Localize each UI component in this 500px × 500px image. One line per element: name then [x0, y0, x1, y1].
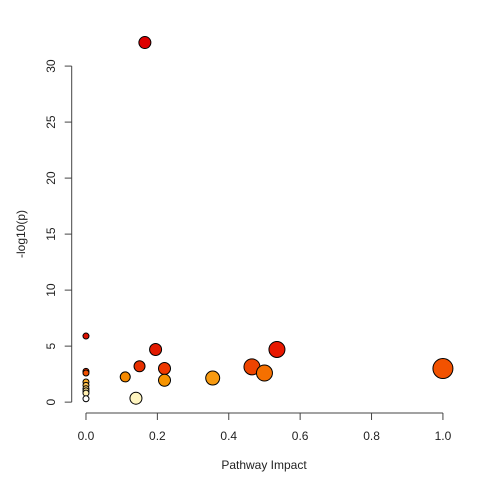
point	[82, 369, 90, 377]
point	[82, 332, 90, 340]
x-tick-label: 0.6	[292, 429, 309, 443]
x-tick-label: 0.4	[220, 429, 237, 443]
point	[129, 391, 143, 405]
y-tick-label: 30	[44, 59, 58, 73]
point	[138, 36, 152, 50]
point	[255, 364, 273, 382]
point	[158, 362, 172, 376]
point	[119, 371, 131, 383]
y-tick-label: 15	[44, 227, 58, 241]
x-tick-label: 0.8	[363, 429, 380, 443]
point	[268, 340, 286, 358]
point	[149, 342, 163, 356]
x-tick-label: 1.0	[435, 429, 452, 443]
point	[205, 370, 221, 386]
y-tick-label: 5	[44, 342, 58, 349]
y-tick-label: 20	[44, 171, 58, 185]
point	[82, 389, 90, 397]
point	[133, 360, 146, 373]
y-tick-label: 25	[44, 115, 58, 129]
y-axis-label: -log10(p)	[14, 210, 28, 258]
x-axis-label: Pathway Impact	[221, 458, 307, 472]
x-tick-label: 0.2	[149, 429, 166, 443]
point	[158, 373, 172, 387]
point	[82, 395, 90, 403]
point	[432, 358, 454, 380]
y-tick-label: 0	[44, 398, 58, 405]
x-tick-label: 0.0	[78, 429, 95, 443]
y-tick-label: 10	[44, 283, 58, 297]
